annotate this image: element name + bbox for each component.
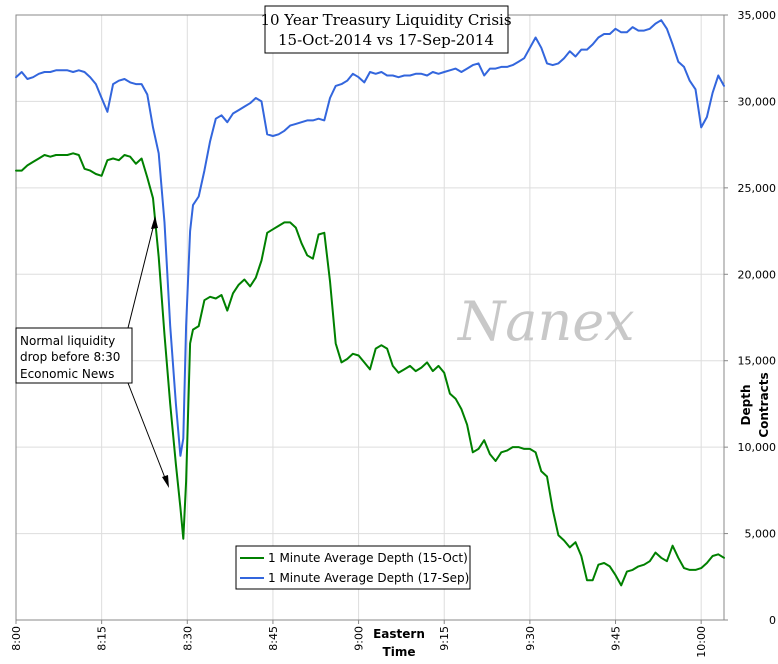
chart-title-line-2: 15-Oct-2014 vs 17-Sep-2014 (278, 31, 494, 49)
x-tick-label: 8:15 (96, 626, 109, 651)
annotation-arrowhead-up (151, 216, 158, 229)
y-tick-label: 0 (769, 614, 776, 627)
x-tick-label: 9:45 (610, 626, 623, 651)
y-tick-label: 15,000 (738, 355, 777, 368)
x-tick-label: 8:30 (181, 626, 194, 651)
nanex-watermark: Nanex (456, 290, 635, 353)
y-tick-label: 20,000 (738, 268, 777, 281)
x-tick-label: 9:30 (524, 626, 537, 651)
annotation-arrow-up (127, 219, 156, 329)
legend-label-oct: 1 Minute Average Depth (15-Oct) (268, 551, 468, 565)
x-axis: 8:00 8:15 8:30 8:45 9:00 9:15 9:30 9:45 10:00 (10, 620, 708, 658)
x-tick-label: 9:15 (438, 626, 451, 651)
annotation-arrowhead-down (162, 475, 169, 488)
y-axis: 0 5,000 10,000 15,000 20,000 25,000 30,000 35,0… (724, 9, 776, 627)
x-tick-label: 8:00 (10, 626, 23, 651)
series-line-oct (15, 152, 725, 587)
x-tick-label: 8:45 (267, 626, 280, 651)
x-axis-title-line-2: Time (383, 645, 416, 659)
annotation-line-3: Economic News (20, 367, 114, 381)
annotation-box (15, 327, 133, 384)
x-tick-label: 9:00 (353, 626, 366, 651)
y-tick-label: 10,000 (738, 441, 777, 454)
annotation-line-2: drop before 8:30 (20, 350, 120, 364)
legend-box (235, 545, 471, 590)
y-tick-label: 35,000 (738, 9, 777, 22)
annotation: Normal liquidity drop before 8:30 Econom… (15, 216, 169, 488)
x-tick-label: 10:00 (695, 626, 708, 658)
annotation-arrow-down (127, 382, 168, 484)
y-axis-title-line-1: Depth (739, 385, 753, 426)
annotation-line-1: Normal liquidity (20, 334, 115, 348)
chart-title: 10 Year Treasury Liquidity Crisis 15-Oct… (260, 5, 512, 54)
y-tick-label: 5,000 (745, 528, 777, 541)
chart-title-line-1: 10 Year Treasury Liquidity Crisis (260, 11, 511, 29)
x-axis-title-line-1: Eastern (373, 627, 425, 641)
y-axis-title-line-2: Contracts (757, 372, 771, 437)
legend-label-sep: 1 Minute Average Depth (17-Sep) (268, 571, 469, 585)
y-tick-label: 25,000 (738, 182, 777, 195)
series-layer (15, 19, 725, 587)
y-tick-label: 30,000 (738, 95, 777, 108)
series-line-sep (15, 19, 725, 457)
legend: 1 Minute Average Depth (15-Oct) 1 Minute… (235, 545, 471, 590)
